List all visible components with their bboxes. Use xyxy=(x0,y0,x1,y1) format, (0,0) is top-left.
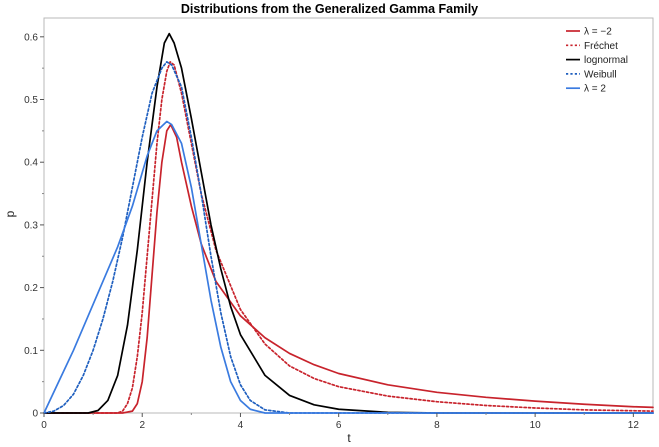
legend-label-4: Weibull xyxy=(584,69,617,80)
x-tick-label: 12 xyxy=(628,420,640,431)
series-line-4 xyxy=(43,61,654,414)
axes-layer: 0 2 4 6 8 10 12 0 0.1 0.2 0.3 0.4 0.5 0.6 xyxy=(24,32,639,431)
series-line-2 xyxy=(43,61,654,414)
x-tick-label: 8 xyxy=(434,420,440,431)
x-tick-label: 0 xyxy=(41,420,47,431)
y-tick-label: 0 xyxy=(32,409,38,420)
y-tick-label: 0.1 xyxy=(24,346,38,357)
plot-frame xyxy=(43,17,654,414)
y-tick-label: 0.3 xyxy=(24,220,38,231)
y-tick-label: 0.2 xyxy=(24,283,38,294)
series-line-1 xyxy=(43,123,654,414)
x-tick-label: 6 xyxy=(336,420,342,431)
y-axis-title: p xyxy=(3,210,17,217)
series-layer xyxy=(43,32,654,414)
legend-label-2: Fréchet xyxy=(584,41,618,52)
y-tick-label: 0.5 xyxy=(24,95,38,106)
legend-label-3: lognormal xyxy=(584,55,628,66)
plot-area xyxy=(43,17,654,414)
x-tick-label: 10 xyxy=(530,420,542,431)
legend: λ = −2 Fréchet lognormal Weibull λ = 2 xyxy=(566,27,628,95)
y-tick-label: 0.6 xyxy=(24,32,38,43)
legend-label-1: λ = −2 xyxy=(584,27,612,38)
series-line-5 xyxy=(43,120,654,414)
y-tick-label: 0.4 xyxy=(24,158,38,169)
x-tick-label: 2 xyxy=(139,420,145,431)
x-axis-title: t xyxy=(347,431,351,445)
legend-label-5: λ = 2 xyxy=(584,84,606,95)
chart-title: Distributions from the Generalized Gamma… xyxy=(181,2,478,16)
x-tick-label: 4 xyxy=(238,420,244,431)
series-line-3 xyxy=(43,32,654,414)
